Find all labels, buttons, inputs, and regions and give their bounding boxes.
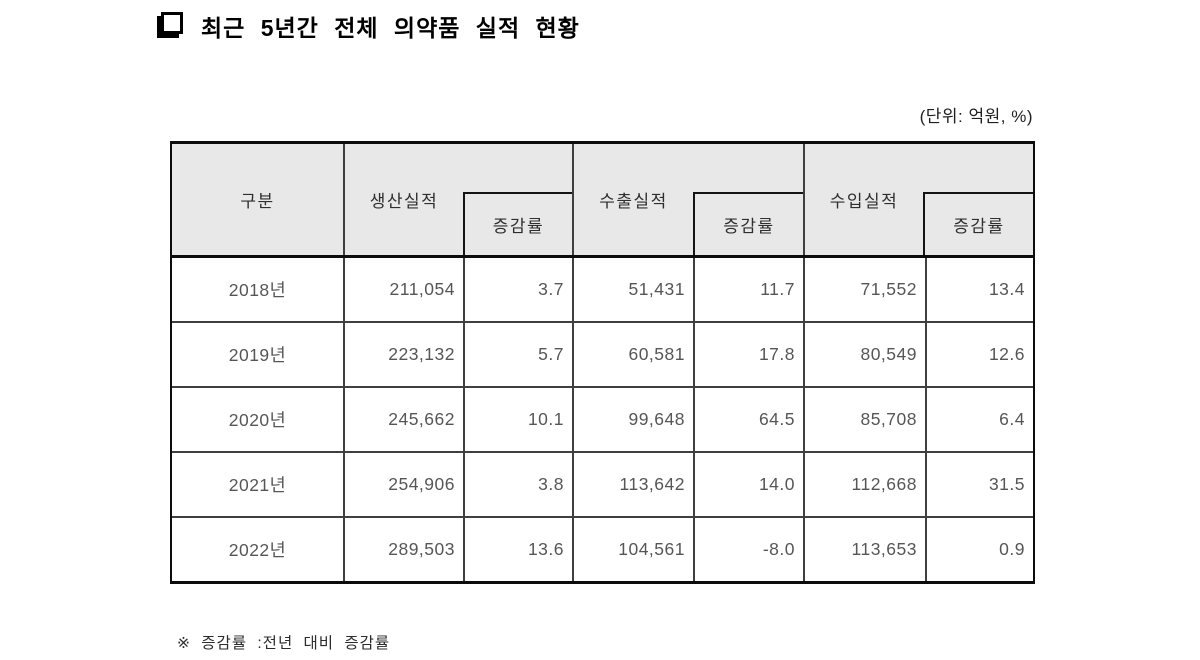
header-label-production: 생산실적 [369,192,439,211]
year-cell: 2018년 [172,258,345,321]
production-change-cell: 10.1 [465,388,574,451]
header-group-import: 수입실적 증감률 [805,144,1033,255]
unit-note: (단위: 억원, %) [919,107,1033,126]
production-cell: 289,503 [345,518,465,581]
header-cell-category: 구분 [172,144,345,255]
export-change-cell: 11.7 [695,258,805,321]
export-cell: 51,431 [574,258,695,321]
import-change-cell: 0.9 [999,539,1025,559]
header-sub-import-change: 증감률 [923,192,1033,255]
year-cell: 2022년 [172,518,345,581]
table-header: 구분 생산실적 증감률 수출실적 증감률 수입실적 증감률 [172,144,1033,258]
import-change-cell: 12.6 [988,344,1025,364]
production-cell: 245,662 [345,388,465,451]
header-sub-export-change: 증감률 [693,192,803,255]
shadowed-square-bullet-icon [161,12,183,34]
header-group-export: 수출실적 증감률 [574,144,805,255]
production-cell: 223,132 [345,323,465,386]
import-change-cell: 31.5 [988,474,1025,494]
export-change-cell: 14.0 [695,453,805,516]
export-change-cell: 17.8 [695,323,805,386]
footnote: ※ 증감률 :전년 대비 증감률 [177,635,391,652]
export-cell: 99,648 [574,388,695,451]
table-row-2020: 2020년 245,662 10.1 99,648 64.5 85,708 6.… [172,388,1033,453]
year-cell: 2019년 [172,323,345,386]
import-cell: 85,708 [805,388,927,451]
export-change-cell: -8.0 [695,518,805,581]
header-group-production: 생산실적 증감률 [345,144,574,255]
table-row-2018: 2018년 211,054 3.7 51,431 11.7 71,552 13.… [172,258,1033,323]
production-change-cell: 13.6 [465,518,574,581]
import-change-cell: 13.4 [988,279,1025,299]
table-row-2021: 2021년 254,906 3.8 113,642 14.0 112,668 3… [172,453,1033,518]
production-cell: 254,906 [345,453,465,516]
import-cell: 71,552 [805,258,927,321]
year-cell: 2020년 [172,388,345,451]
page-title: 최근 5년간 전체 의약품 실적 현황 [201,15,580,41]
export-cell: 104,561 [574,518,695,581]
table-row-2022: 2022년 289,503 13.6 104,561 -8.0 113,653 … [172,518,1033,581]
export-cell: 60,581 [574,323,695,386]
export-change-cell: 64.5 [695,388,805,451]
production-change-cell: 3.8 [465,453,574,516]
import-change-cell: 6.4 [999,409,1025,429]
header-label-export: 수출실적 [599,192,668,211]
table-row-2019: 2019년 223,132 5.7 60,581 17.8 80,549 12.… [172,323,1033,388]
header-label-import: 수입실적 [829,192,899,211]
production-change-cell: 5.7 [465,323,574,386]
header-sub-production-change: 증감률 [463,192,572,255]
import-cell: 80,549 [805,323,927,386]
import-cell: 112,668 [805,453,927,516]
page-title-row: 최근 5년간 전체 의약품 실적 현황 [157,9,580,43]
export-cell: 113,642 [574,453,695,516]
import-cell: 113,653 [805,518,927,581]
production-cell: 211,054 [345,258,465,321]
performance-table: 구분 생산실적 증감률 수출실적 증감률 수입실적 증감률 [170,141,1035,584]
production-change-cell: 3.7 [465,258,574,321]
year-cell: 2021년 [172,453,345,516]
